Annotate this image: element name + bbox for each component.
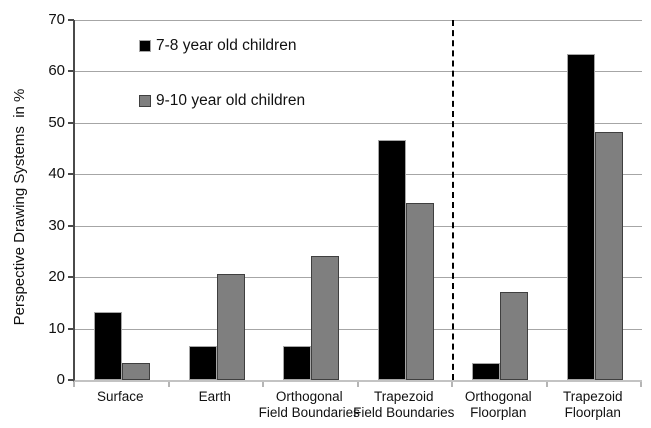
- bar-9-10: [405, 202, 434, 380]
- y-tick-10: [68, 327, 74, 330]
- bar-9-10: [594, 131, 623, 380]
- y-tick-label-10: 10: [48, 319, 65, 337]
- y-tick-60: [68, 70, 74, 73]
- bar-9-10: [311, 256, 340, 380]
- y-tick-0: [68, 379, 74, 381]
- gridline-40: [75, 174, 642, 176]
- y-tick-70: [68, 19, 74, 21]
- bar-9-10: [122, 362, 151, 380]
- plot-area: [73, 20, 642, 382]
- y-tick-30: [68, 224, 74, 227]
- bar-7-8: [566, 54, 595, 380]
- y-tick-50: [68, 121, 74, 124]
- bar-7-8: [377, 139, 406, 380]
- category-label: Earth: [198, 389, 231, 404]
- gridline-20: [75, 277, 642, 279]
- y-tick-label-60: 60: [48, 62, 65, 80]
- legend-label-9-10: 9-10 year old children: [156, 92, 306, 109]
- category-label: Surface: [96, 389, 144, 404]
- gridline-30: [75, 225, 642, 227]
- bar-7-8: [283, 345, 312, 380]
- x-tick-6: [640, 382, 642, 387]
- x-tick-4: [451, 382, 453, 387]
- x-tick-2: [262, 382, 264, 387]
- bar-7-8: [188, 345, 217, 380]
- y-axis-title: Perspective Drawing Systems in %: [11, 88, 28, 326]
- legend-item-7-8: 7-8 year old children: [139, 37, 296, 55]
- divider-line: [452, 20, 454, 380]
- category-label: Trapezoid Field Boundaries: [353, 389, 455, 420]
- legend-label-7-8: 7-8 year old children: [156, 37, 297, 54]
- legend-item-9-10: 9-10 year old children: [139, 92, 305, 110]
- y-tick-label-40: 40: [48, 165, 65, 183]
- x-tick-5: [545, 382, 548, 387]
- y-tick-label-0: 0: [56, 371, 65, 388]
- x-tick-0: [73, 382, 75, 387]
- x-tick-3: [356, 382, 359, 387]
- legend-swatch-gray: [139, 95, 151, 107]
- bar-9-10: [500, 291, 529, 380]
- category-label: Orthogonal Floorplan: [464, 389, 532, 420]
- bar-9-10: [216, 273, 245, 380]
- y-tick-label-50: 50: [48, 113, 65, 131]
- gridline-60: [75, 71, 642, 73]
- legend-swatch-black: [139, 40, 151, 52]
- gridline-70: [75, 20, 642, 21]
- y-tick-40: [68, 173, 74, 176]
- y-tick-20: [68, 276, 74, 279]
- y-tick-label-20: 20: [48, 268, 65, 286]
- y-tick-label-70: 70: [48, 11, 65, 28]
- x-tick-1: [167, 382, 170, 387]
- gridline-50: [75, 122, 642, 124]
- y-tick-label-30: 30: [48, 216, 65, 234]
- bar-7-8: [472, 363, 501, 380]
- category-label: Trapezoid Floorplan: [562, 389, 623, 420]
- category-label: Orthogonal Field Boundaries: [258, 389, 360, 420]
- bar-7-8: [94, 311, 123, 380]
- gridline-10: [75, 328, 642, 330]
